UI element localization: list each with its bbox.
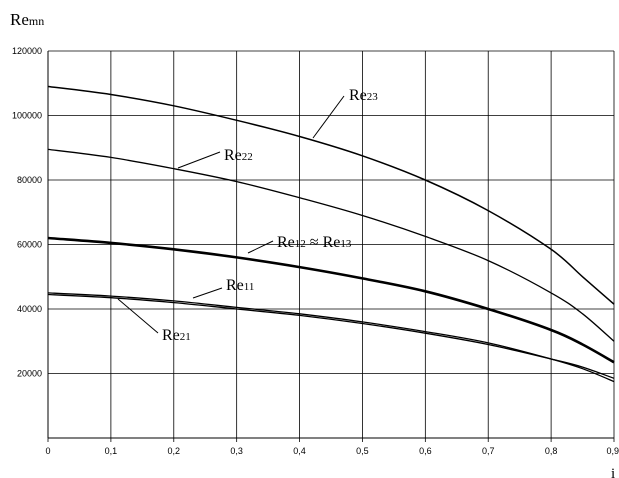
series-label-re22: Re22: [224, 147, 253, 164]
leader-line-re21: [117, 298, 159, 334]
series-line-re21: [47, 293, 615, 379]
y-tick-label: 20000: [17, 369, 42, 379]
series-line-re23: [47, 85, 615, 305]
y-axis-title: Remn: [10, 10, 44, 29]
x-tick-label: 0,4: [293, 446, 306, 456]
annotation-labels: Re23 Re22 Re12 ≈ Re13 Re11 Re21: [162, 87, 378, 344]
x-tick-label: 0,1: [105, 446, 118, 456]
series-label-re21: Re21: [162, 327, 191, 344]
leader-line-re12: [247, 240, 274, 254]
x-tick-label: 0,2: [168, 446, 181, 456]
x-tick-label: 0,7: [482, 446, 495, 456]
x-tick-label: 0: [45, 446, 50, 456]
y-tick-label: 40000: [17, 304, 42, 314]
leader-line-re22: [177, 151, 221, 169]
leader-line-re11: [192, 287, 223, 299]
grid: [48, 50, 615, 438]
x-tick-label: 0,6: [419, 446, 432, 456]
series-line-re12: [47, 236, 615, 364]
x-tick-label: 0,8: [545, 446, 558, 456]
series-label-re11: Re11: [226, 277, 254, 294]
series-line-re22: [47, 148, 615, 342]
y-tick-label: 60000: [17, 240, 42, 250]
y-tick-label: 100000: [12, 111, 42, 121]
x-tick-label: 0,9: [606, 446, 619, 456]
series-label-re23: Re23: [349, 87, 378, 104]
y-tick-label: 80000: [17, 175, 42, 185]
series-lines: [47, 85, 615, 383]
series-label-re12: Re12 ≈ Re13: [277, 234, 352, 251]
x-tick-label: 0,3: [230, 446, 243, 456]
axes: 20000 40000 60000 80000 100000 120000 0 0,1 0,2 0…: [12, 46, 619, 456]
leader-line-re23: [312, 95, 345, 139]
y-tick-label: 120000: [12, 46, 42, 56]
annotation-leaders: [117, 95, 345, 334]
series-line-re11: [47, 292, 615, 383]
x-axis-title: i: [611, 466, 615, 478]
x-tick-label: 0,5: [356, 446, 369, 456]
